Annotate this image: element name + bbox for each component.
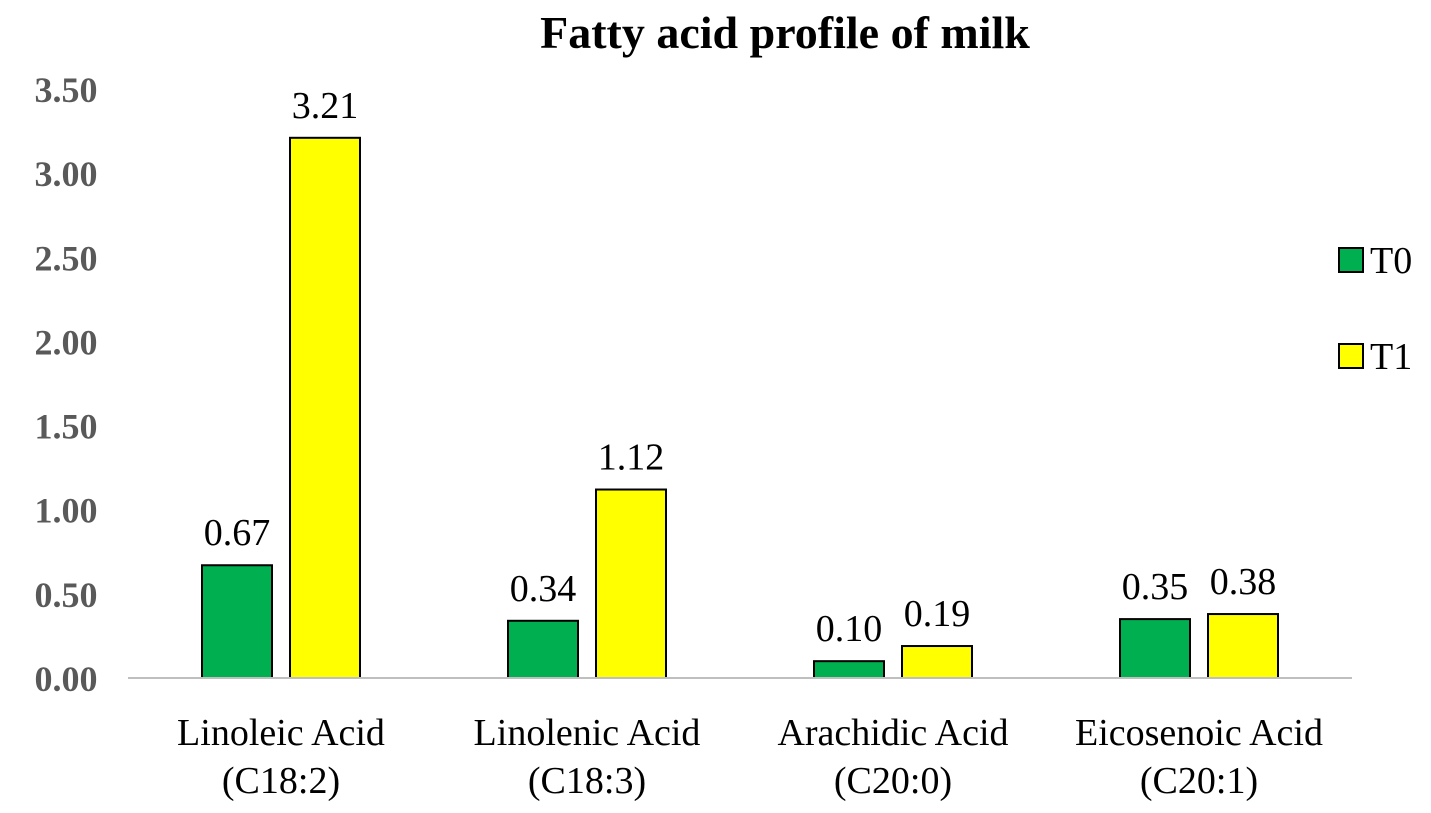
bar-t1 [901, 645, 973, 679]
y-tick-label: 3.00 [35, 154, 98, 194]
y-tick-label: 1.50 [35, 407, 98, 447]
legend-label: T1 [1370, 336, 1412, 378]
x-tick-label: Linoleic Acid (C18:2) [177, 712, 385, 802]
x-tick-label-line: Arachidic Acid [777, 712, 1008, 754]
data-label: 0.19 [904, 593, 971, 635]
data-label: 0.35 [1122, 566, 1189, 608]
bar-t0 [201, 564, 273, 680]
data-label: 0.34 [510, 568, 577, 610]
y-tick-label: 3.50 [35, 70, 98, 110]
bar-t0 [813, 660, 885, 680]
bars: 0.67 3.21 0.34 1.12 0.10 0.19 0.35 0.38 [201, 85, 1279, 680]
data-label: 0.10 [816, 608, 883, 650]
bar-t1 [1207, 613, 1279, 680]
y-axis: 0.00 0.50 1.00 1.50 2.00 2.50 3.00 3.50 [35, 70, 98, 699]
bar-t1 [289, 136, 361, 679]
legend-swatch-t1 [1338, 343, 1364, 369]
x-tick-label-line: (C18:2) [222, 760, 340, 802]
data-label: 1.12 [598, 437, 665, 479]
chart-title: Fatty acid profile of milk [540, 7, 1030, 58]
y-tick-label: 0.50 [35, 575, 98, 615]
x-tick-label-line: Linolenic Acid [474, 712, 701, 754]
data-label: 0.67 [204, 512, 271, 554]
y-tick-label: 2.50 [35, 238, 98, 278]
legend-swatch-t0 [1338, 247, 1364, 273]
data-label: 3.21 [292, 85, 359, 127]
legend-label: T0 [1370, 240, 1412, 282]
y-tick-label: 2.00 [35, 322, 98, 362]
bar-t1 [595, 488, 667, 679]
x-axis: Linoleic Acid (C18:2) Linolenic Acid (C18:3… [177, 712, 1323, 802]
x-tick-label-line: (C20:0) [834, 760, 952, 802]
x-tick-label: Eicosenoic Acid (C20:1) [1075, 712, 1323, 802]
data-label: 0.38 [1210, 561, 1277, 603]
x-tick-label: Linolenic Acid (C18:3) [474, 712, 701, 802]
legend: T0 T1 [1338, 240, 1412, 378]
y-tick-label: 0.00 [35, 659, 98, 699]
bar-t0 [1119, 618, 1191, 679]
bar-t0 [507, 619, 579, 679]
x-tick-label-line: Eicosenoic Acid [1075, 712, 1323, 754]
y-tick-label: 1.00 [35, 491, 98, 531]
x-tick-label: Arachidic Acid (C20:0) [777, 712, 1008, 802]
x-tick-label-line: (C20:1) [1140, 760, 1258, 802]
x-tick-label-line: (C18:3) [528, 760, 646, 802]
x-tick-label-line: Linoleic Acid [177, 712, 385, 754]
